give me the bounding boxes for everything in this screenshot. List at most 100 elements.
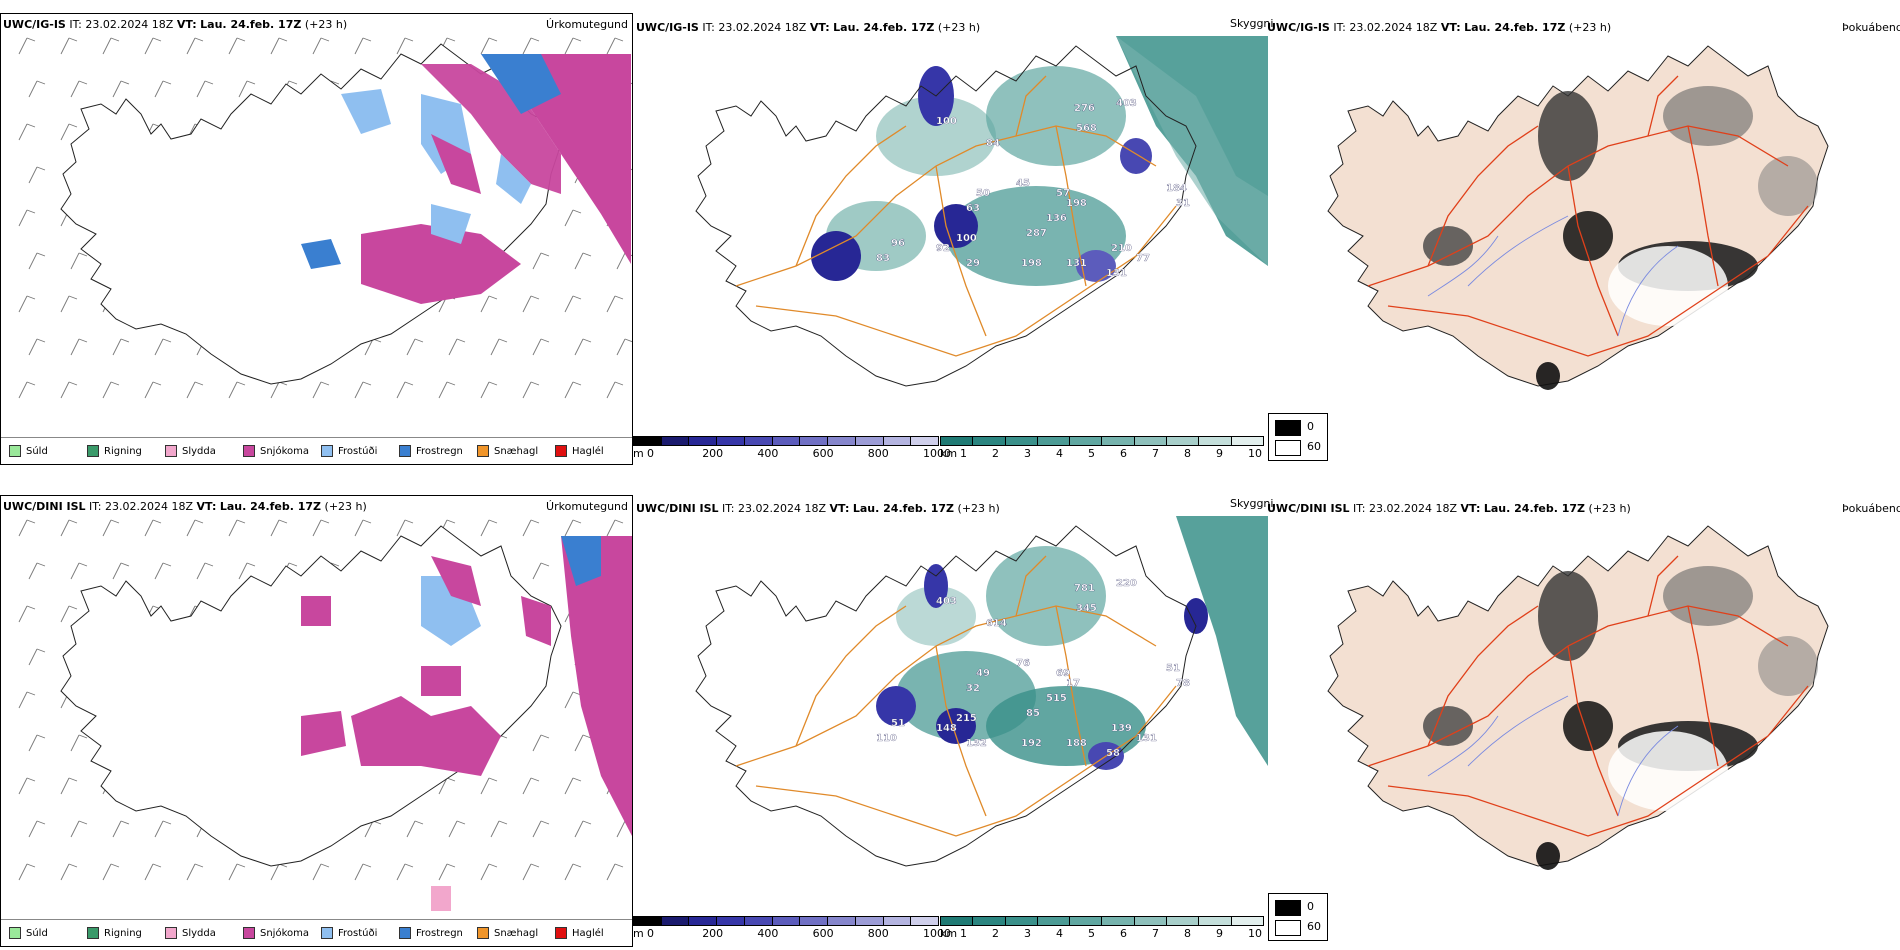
cloud-base-label: 192 <box>1021 738 1042 749</box>
wind-barb <box>270 863 288 881</box>
colorbar-tick: 4 <box>1056 447 1063 460</box>
cloud-base-label: 614 <box>986 618 1007 629</box>
wind-barb <box>438 381 456 399</box>
legend-item: Súld <box>9 927 48 939</box>
wind-barb <box>354 863 372 881</box>
road-segment <box>1387 685 1809 837</box>
legend-swatch <box>243 445 255 457</box>
wind-barb <box>112 338 130 356</box>
cloud-base-label: 100 <box>936 116 957 127</box>
cloud-areas <box>876 546 1208 770</box>
wind-barb <box>616 338 632 356</box>
colorbar-cell <box>1167 917 1200 925</box>
precip-map <box>18 519 632 911</box>
colorbar-cell <box>1231 437 1263 445</box>
road-segment <box>755 685 1177 837</box>
vt-label: VT: <box>176 18 197 31</box>
legend-label: Snjókoma <box>260 446 310 457</box>
it-value: 23.02.2024 18Z <box>1349 21 1438 34</box>
wind-barb <box>564 295 582 313</box>
wind-barb <box>354 37 372 55</box>
colorbar-cell <box>661 917 690 925</box>
legend-item: Haglél <box>555 445 604 457</box>
colorbar-tick: 0 <box>647 447 654 460</box>
panel-title-fog-2: Þokuábendi <box>1842 502 1900 515</box>
precip-legend: Súld Rigning Slydda Snjókoma Frostúði Frostre… <box>1 437 632 464</box>
wind-barb <box>564 777 582 795</box>
wind-barb <box>480 863 498 881</box>
road-segment <box>1567 645 1619 817</box>
wind-barb <box>186 381 204 399</box>
colorbar-cell <box>689 917 718 925</box>
it-label: IT: <box>702 21 715 34</box>
it-value: 23.02.2024 18Z <box>718 21 807 34</box>
fog-panel-1 <box>1268 36 1900 436</box>
legend-swatch <box>321 927 333 939</box>
cloud-base-label: 69 <box>1056 668 1070 679</box>
wind-barb <box>396 863 414 881</box>
colorbar-cells <box>633 916 939 926</box>
it-label: IT: <box>69 18 82 31</box>
legend-item: Súld <box>9 445 48 457</box>
legend-swatch <box>87 927 99 939</box>
legend-swatch <box>555 445 567 457</box>
wind-barb <box>532 252 550 270</box>
wind-barb <box>396 381 414 399</box>
cloud-base-label: 32 <box>966 683 980 694</box>
wind-barb <box>144 863 162 881</box>
colorbar-cell <box>1070 437 1103 445</box>
panel-header-fog-2: UWC/DINI ISL IT: 23.02.2024 18Z VT: Lau.… <box>1267 502 1631 516</box>
legend-item: Frostregn <box>399 927 463 939</box>
colorbar-cell <box>1231 917 1263 925</box>
wind-barb <box>102 519 120 537</box>
wind-barb <box>270 37 288 55</box>
fog-legend-value: 60 <box>1307 440 1321 453</box>
road-segment <box>935 165 987 337</box>
wind-barb <box>228 381 246 399</box>
wind-barb <box>70 820 88 838</box>
wind-barb <box>564 209 582 227</box>
legend-label: Súld <box>26 446 48 457</box>
wind-barb <box>522 295 540 313</box>
cloud-base-label: 92 <box>936 243 950 254</box>
cloud-base-label: 78 <box>1176 678 1190 689</box>
cloud-panel-1: 276 403 568 100 84 45 57 198 136 63 50 96 92 100 83 287… <box>636 36 1268 436</box>
wind-barb <box>144 37 162 55</box>
legend-item: Snæhagl <box>477 445 538 457</box>
legend-label: Snæhagl <box>494 928 539 939</box>
legend-item: Snjókoma <box>243 927 309 939</box>
colorbar-cell <box>1199 437 1232 445</box>
legend-label: Rigning <box>104 928 142 939</box>
wind-barb <box>70 80 88 98</box>
cloud-base-label: 85 <box>1026 708 1040 719</box>
colorbar-tick: 1 <box>960 447 967 460</box>
wind-barb <box>354 519 372 537</box>
model-name: UWC/DINI ISL <box>1267 502 1350 515</box>
cloud-base-label: 51 <box>1166 663 1180 674</box>
it-label: IT: <box>1353 502 1366 515</box>
colorbar-cells <box>940 436 1264 446</box>
wind-barb <box>18 519 36 537</box>
wind-barb <box>532 562 550 580</box>
model-name: UWC/DINI ISL <box>636 502 719 515</box>
wind-barb <box>18 209 36 227</box>
colorbar-tick: 9 <box>1216 927 1223 940</box>
colorbar-cell <box>828 437 856 445</box>
wind-barb <box>606 519 624 537</box>
wind-barb <box>70 252 88 270</box>
wind-barb <box>70 734 88 752</box>
colorbar-cell <box>800 437 829 445</box>
cloud-base-label: 136 <box>1046 213 1067 224</box>
legend-label: Rigning <box>104 446 142 457</box>
colorbar-tick: 5 <box>1088 927 1095 940</box>
wind-barb <box>396 519 414 537</box>
legend-swatch <box>399 445 411 457</box>
colorbar-cell <box>855 437 884 445</box>
colorbar-tick: 1 <box>960 927 967 940</box>
cloud-base-label: 345 <box>1076 603 1097 614</box>
cloud-base-label: 110 <box>876 733 897 744</box>
wind-barb <box>312 381 330 399</box>
legend-label: Slydda <box>182 446 216 457</box>
